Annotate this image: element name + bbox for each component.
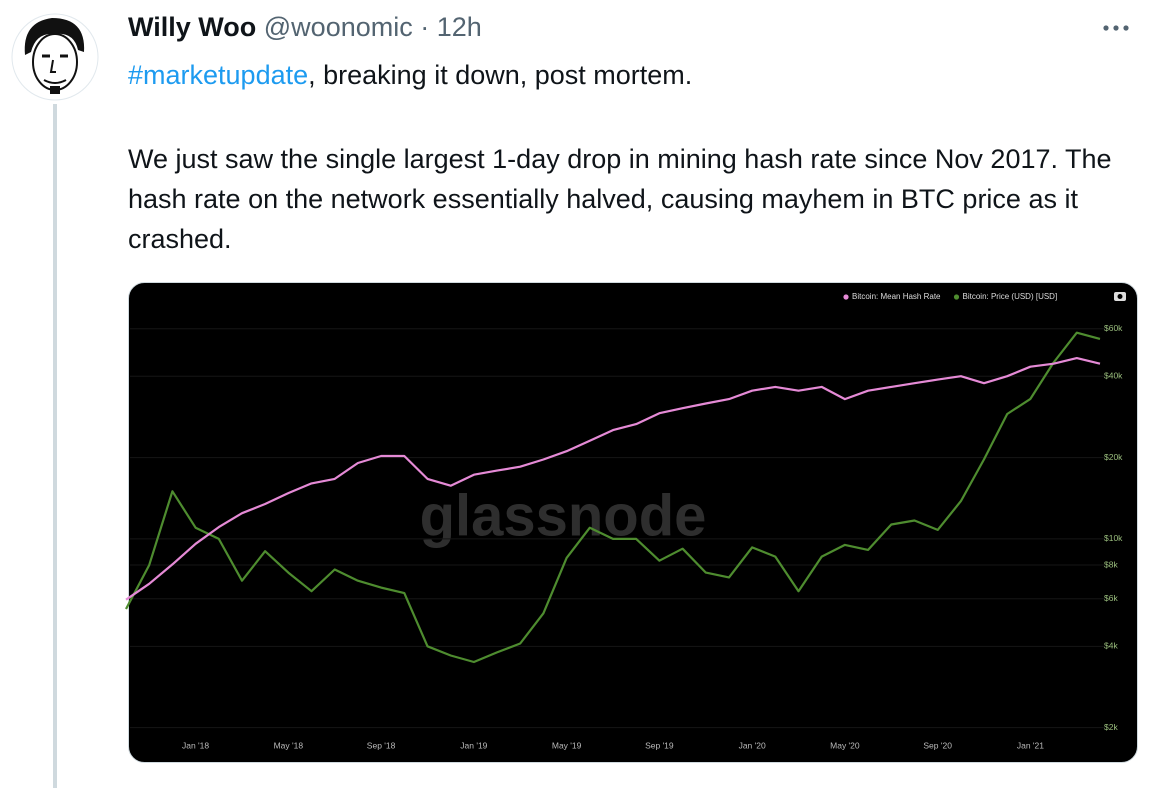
y-tick-label: $60k <box>1104 323 1123 333</box>
watermark: glassnode <box>420 483 707 548</box>
x-tick-label: Sep '20 <box>923 740 952 750</box>
timestamp[interactable]: 12h <box>436 12 482 42</box>
x-tick-label: May '19 <box>552 740 582 750</box>
more-menu[interactable] <box>1098 20 1138 36</box>
camera-icon[interactable] <box>1114 292 1126 301</box>
chart-card[interactable] <box>128 282 1138 763</box>
legend-swatch <box>843 294 849 300</box>
x-tick-label: Jan '21 <box>1017 740 1044 750</box>
legend-label: Bitcoin: Price (USD) [USD] <box>963 292 1058 301</box>
legend-swatch <box>953 294 960 300</box>
x-tick-label: Sep '19 <box>645 740 674 750</box>
author-name[interactable]: Willy Woo <box>128 12 257 42</box>
x-tick-label: Jan '19 <box>460 740 487 750</box>
series-line <box>125 331 1101 664</box>
series-line <box>125 357 1101 601</box>
separator: · <box>420 12 430 42</box>
y-tick-label: $2k <box>1104 722 1118 732</box>
y-tick-label: $20k <box>1104 452 1123 462</box>
tweet-text: , breaking it down, post mortem. <box>308 60 693 90</box>
avatar-column <box>11 13 99 788</box>
hashtag[interactable]: #marketupdate <box>128 60 309 90</box>
author-handle[interactable]: @woonomic <box>263 12 413 42</box>
y-tick-label: $4k <box>1104 641 1118 651</box>
tweet-first-line: #marketupdate, breaking it down, post mo… <box>128 60 692 91</box>
x-tick-label: May '18 <box>274 740 304 750</box>
x-tick-label: Jan '20 <box>739 740 766 750</box>
y-tick-label: $6k <box>1104 593 1118 603</box>
x-tick-label: Sep '18 <box>367 740 396 750</box>
avatar[interactable] <box>11 13 99 101</box>
tweet-header: Willy Woo @woonomic · 12h <box>128 12 482 43</box>
legend-label: Bitcoin: Mean Hash Rate <box>852 292 941 301</box>
x-tick-label: May '20 <box>830 740 860 750</box>
tweet-paragraph: We just saw the single largest 1-day dro… <box>128 144 1112 254</box>
y-tick-label: $40k <box>1104 371 1123 381</box>
y-tick-label: $10k <box>1104 533 1123 543</box>
x-tick-label: Jan '18 <box>182 740 209 750</box>
y-tick-label: $8k <box>1104 559 1118 569</box>
